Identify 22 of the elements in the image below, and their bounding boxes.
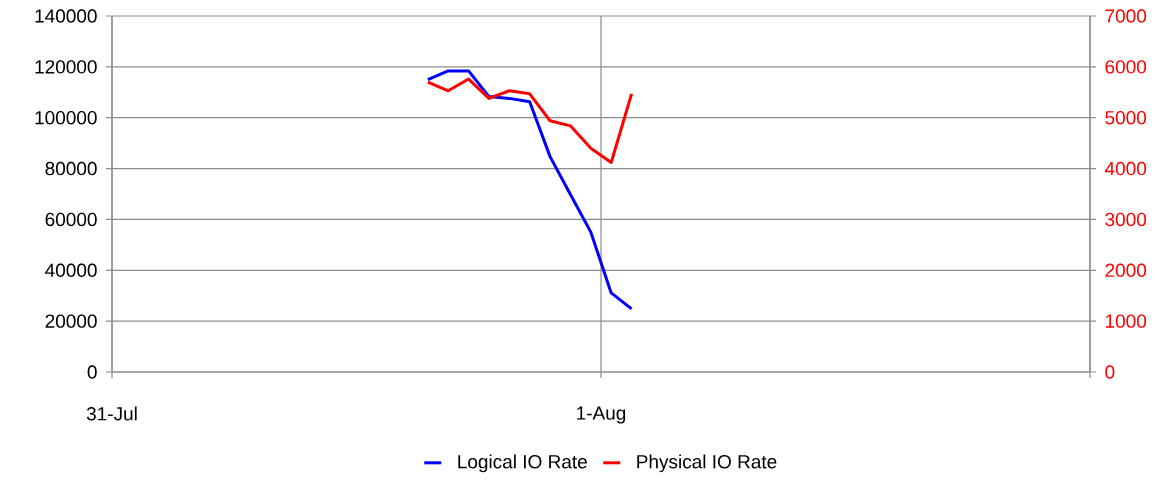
line-series bbox=[426, 69, 634, 311]
x-tick-label: 31-Jul bbox=[86, 406, 137, 421]
y-tick-label: 20000 bbox=[45, 314, 97, 328]
y-tick-label: 100000 bbox=[35, 110, 97, 125]
y-tick-label: 0 bbox=[87, 365, 97, 379]
legend-label: Logical IO Rate bbox=[458, 454, 587, 473]
y-tick-label: 120000 bbox=[35, 60, 97, 74]
y2-tick-label: 7000 bbox=[1105, 9, 1147, 23]
y-tick-label: 60000 bbox=[45, 212, 97, 227]
y2-tick-label: 0 bbox=[1105, 365, 1115, 379]
y2-tick-label: 4000 bbox=[1104, 161, 1147, 176]
y2-tick-label: 1000 bbox=[1105, 314, 1147, 328]
y-tick-label: 40000 bbox=[45, 263, 97, 278]
legend-label: Physical IO Rate bbox=[637, 454, 777, 473]
line-series bbox=[426, 77, 634, 164]
y-tick-label: 140000 bbox=[35, 9, 97, 23]
y2-tick-label: 2000 bbox=[1105, 263, 1147, 278]
y2-tick-label: 6000 bbox=[1105, 60, 1147, 74]
y2-tick-label: 5000 bbox=[1105, 110, 1147, 125]
y-tick-label: 80000 bbox=[45, 161, 97, 176]
x-tick-label: 1-Aug bbox=[577, 406, 626, 424]
y2-tick-label: 3000 bbox=[1105, 212, 1147, 227]
